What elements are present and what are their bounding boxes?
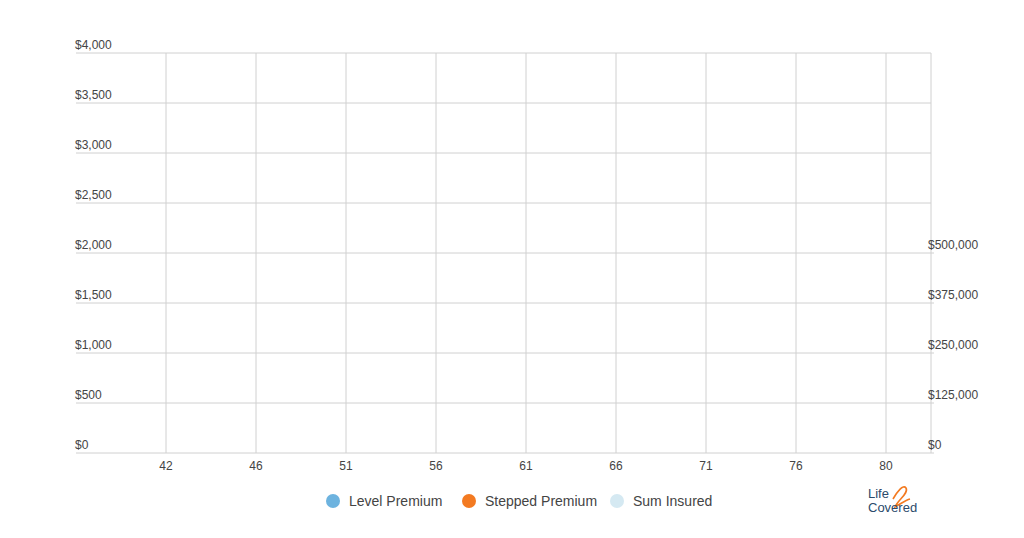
- y-grid-line: [76, 203, 931, 204]
- legend-marker: [326, 494, 340, 508]
- x-tick-label: 76: [789, 459, 803, 473]
- logo-text: Covered: [868, 500, 917, 515]
- logo: LifeCovered: [868, 486, 917, 515]
- x-grid-line: [526, 53, 527, 453]
- y2-tick: [931, 303, 934, 304]
- legend-label: Level Premium: [349, 493, 442, 509]
- x-tick-label: 61: [519, 459, 533, 473]
- x-tick-label: 80: [879, 459, 893, 473]
- y-tick-label: $4,000: [75, 38, 112, 52]
- y-tick-label: $1,500: [75, 288, 112, 302]
- legend-marker: [462, 494, 476, 508]
- y2-tick: [931, 253, 934, 254]
- x-grid-line: [436, 53, 437, 453]
- x-tick-label: 66: [609, 459, 623, 473]
- y2-tick-label: $125,000: [928, 388, 978, 402]
- logo-text: Life: [868, 486, 889, 501]
- x-grid-line: [166, 53, 167, 453]
- y-grid-line: [76, 53, 931, 54]
- legend: Level Premium Stepped Premium Sum Insured: [326, 493, 712, 509]
- y-grid-line: [76, 303, 931, 304]
- x-grid-line: [796, 53, 797, 453]
- x-tick-label: 51: [339, 459, 353, 473]
- y-grid-line: [76, 253, 931, 254]
- legend-label: Sum Insured: [633, 493, 712, 509]
- y-tick-label: $3,500: [75, 88, 112, 102]
- x-tick-label: 71: [699, 459, 713, 473]
- x-tick-label: 56: [429, 459, 443, 473]
- y2-tick-label: $500,000: [928, 238, 978, 252]
- x-grid-line: [256, 53, 257, 453]
- y-tick-label: $0: [75, 438, 89, 452]
- y-grid-line: [76, 403, 931, 404]
- y-grid-line: [76, 153, 931, 154]
- y2-tick-label: $250,000: [928, 338, 978, 352]
- y-tick-label: $2,500: [75, 188, 112, 202]
- legend-label: Stepped Premium: [485, 493, 597, 509]
- y-grid-line: [76, 103, 931, 104]
- y-tick-label: $500: [75, 388, 102, 402]
- y-tick-label: $1,000: [75, 338, 112, 352]
- x-grid-line: [616, 53, 617, 453]
- y2-tick: [931, 453, 934, 454]
- y2-tick: [931, 403, 934, 404]
- x-tick-label: 42: [159, 459, 173, 473]
- x-grid-line: [346, 53, 347, 453]
- y-grid-line: [76, 353, 931, 354]
- y-tick-label: $3,000: [75, 138, 112, 152]
- x-grid-line: [886, 53, 887, 453]
- y-tick-label: $2,000: [75, 238, 112, 252]
- grid: [76, 53, 931, 453]
- y-grid-line: [76, 453, 931, 454]
- y2-tick-label: $375,000: [928, 288, 978, 302]
- y2-tick: [931, 353, 934, 354]
- x-grid-line: [706, 53, 707, 453]
- x-tick-label: 46: [249, 459, 263, 473]
- legend-marker: [610, 494, 624, 508]
- y2-tick-label: $0: [928, 438, 942, 452]
- chart: $0 $500 $1,000 $1,500 $2,000 $2,500 $3,000 $3,5…: [0, 0, 1024, 538]
